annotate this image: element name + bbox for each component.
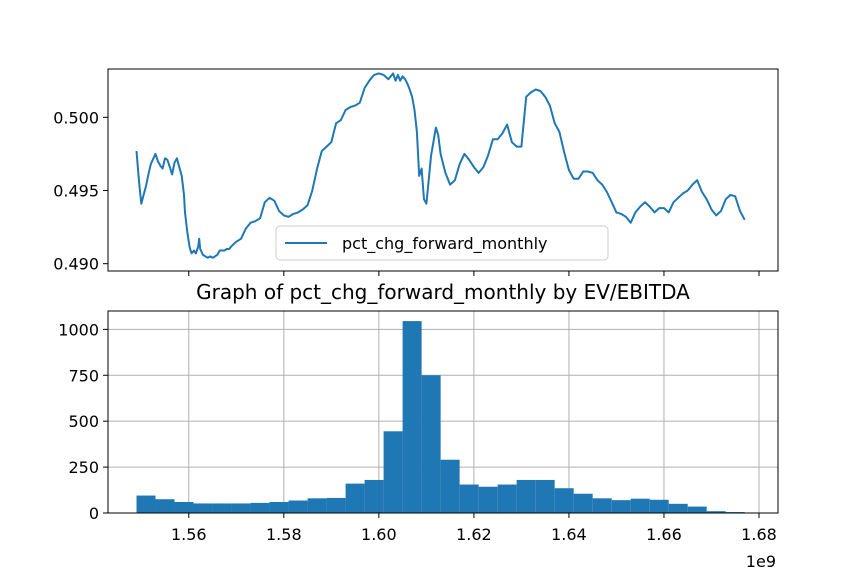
histogram-bar: [231, 503, 251, 513]
bottom-plot-frame: [107, 310, 779, 514]
histogram-bar: [592, 498, 612, 513]
chart-title: Graph of pct_chg_forward_monthly by EV/E…: [196, 280, 690, 304]
bottom-x-tick-label: 1.64: [551, 525, 587, 544]
bottom-y-tick-label: 0: [89, 504, 99, 523]
bottom-x-tick-label: 1.60: [361, 525, 397, 544]
histogram-bar: [497, 484, 517, 513]
top-y-ticks: 0.490 0.495 0.500: [53, 108, 108, 274]
top-y-tick-label: 0.500: [53, 108, 99, 127]
legend-label: pct_chg_forward_monthly: [342, 234, 548, 254]
legend-box: [275, 225, 609, 261]
histogram-bar: [573, 493, 593, 513]
histogram-bar: [535, 479, 555, 513]
bottom-y-tick-label: 500: [68, 412, 99, 431]
bottom-y-tick-label: 750: [68, 366, 99, 385]
histogram-bar: [478, 486, 498, 513]
histogram-bar: [155, 499, 175, 513]
bottom-y-ticks: 0 250 500 750 1000: [58, 320, 108, 523]
top-y-tick-label: 0.490: [53, 255, 99, 274]
histogram-bar: [459, 484, 479, 513]
bottom-axes: Graph of pct_chg_forward_monthly by EV/E…: [58, 280, 779, 571]
histogram-bar: [649, 499, 669, 513]
histogram-bar: [630, 498, 650, 513]
bottom-y-tick-label: 250: [68, 458, 99, 477]
top-axes: 0.490 0.495 0.500 pct_chg_forward_monthly: [53, 68, 779, 276]
histogram-bars: [136, 321, 745, 513]
histogram-bar: [269, 501, 289, 513]
series-line-pct-chg-forward-monthly: [135, 72, 746, 259]
top-x-ticks: [188, 271, 760, 276]
histogram-bar: [288, 500, 308, 513]
histogram-bar: [345, 483, 365, 513]
histogram-bar: [326, 497, 346, 513]
top-plot-frame: [107, 68, 779, 272]
top-y-tick-label: 0.495: [53, 181, 99, 200]
histogram-bar: [174, 501, 194, 513]
histogram-bar: [364, 479, 384, 513]
histogram-bar: [250, 502, 270, 513]
histogram-bar: [440, 459, 460, 513]
histogram-bar: [706, 511, 726, 513]
histogram-bar: [687, 506, 707, 513]
histogram-bar: [212, 503, 232, 513]
histogram-bar: [611, 500, 631, 513]
bottom-y-tick-label: 1000: [58, 320, 99, 339]
bottom-x-tick-label: 1.66: [646, 525, 682, 544]
bottom-x-tick-label: 1.56: [171, 525, 207, 544]
histogram-bar: [383, 431, 403, 513]
histogram-bar: [421, 375, 441, 513]
histogram-bar: [136, 495, 156, 513]
histogram-bar: [193, 503, 213, 513]
histogram-bar: [668, 503, 688, 513]
bottom-x-tick-label: 1.58: [266, 525, 302, 544]
bottom-x-tick-label: 1.68: [741, 525, 777, 544]
histogram-bar: [516, 479, 536, 513]
histogram-bar: [554, 488, 574, 513]
bottom-x-tick-label: 1.62: [456, 525, 492, 544]
legend: pct_chg_forward_monthly: [275, 225, 609, 261]
x-offset-label: 1e9: [746, 552, 776, 571]
bottom-x-ticks: 1.56 1.58 1.60 1.62 1.64 1.66 1.68: [171, 513, 777, 544]
histogram-bar: [402, 321, 422, 513]
histogram-bar: [307, 498, 327, 513]
